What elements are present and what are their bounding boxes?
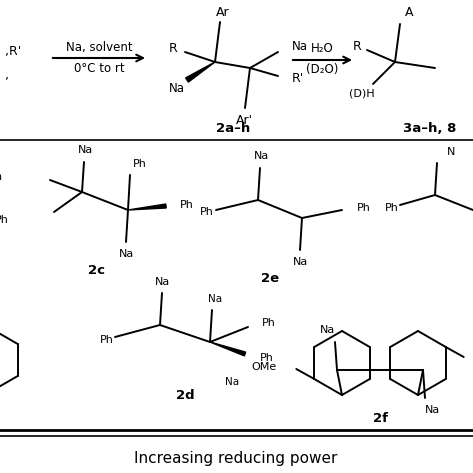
Text: Na: Na bbox=[320, 325, 335, 335]
Text: Na: Na bbox=[118, 249, 134, 259]
Text: ,: , bbox=[5, 69, 9, 81]
Text: 0°C to rt: 0°C to rt bbox=[74, 61, 124, 75]
Text: 3a–h, 8: 3a–h, 8 bbox=[403, 122, 457, 134]
Text: Na: Na bbox=[254, 151, 269, 161]
Text: Na: Na bbox=[292, 257, 307, 267]
Polygon shape bbox=[128, 204, 166, 210]
Text: Ph: Ph bbox=[180, 200, 194, 210]
Text: Ph: Ph bbox=[200, 207, 214, 217]
Text: Na: Na bbox=[425, 405, 440, 415]
Text: Ph: Ph bbox=[262, 318, 276, 328]
Text: N: N bbox=[447, 147, 455, 157]
Text: Ph: Ph bbox=[0, 215, 9, 225]
Text: Ph: Ph bbox=[385, 203, 399, 213]
Text: H₂O: H₂O bbox=[311, 43, 333, 55]
Text: Ph: Ph bbox=[357, 203, 371, 213]
Text: 2d: 2d bbox=[175, 388, 194, 402]
Text: 2c: 2c bbox=[88, 263, 105, 277]
Text: Ph: Ph bbox=[260, 353, 274, 363]
Text: (D₂O): (D₂O) bbox=[306, 63, 338, 77]
Polygon shape bbox=[210, 342, 245, 356]
Text: Na: Na bbox=[154, 277, 170, 287]
Text: R: R bbox=[169, 43, 177, 55]
Text: 2e: 2e bbox=[261, 272, 279, 284]
Text: R': R' bbox=[292, 72, 304, 86]
Text: Ar: Ar bbox=[216, 6, 230, 18]
Text: Na: Na bbox=[208, 294, 222, 304]
Text: R: R bbox=[353, 41, 361, 53]
Text: (D)H: (D)H bbox=[349, 89, 375, 99]
Text: Na: Na bbox=[225, 377, 239, 387]
Text: Na: Na bbox=[169, 81, 185, 95]
Text: Na, solvent: Na, solvent bbox=[66, 41, 132, 53]
Text: OMe: OMe bbox=[251, 362, 276, 372]
Text: 2a–h: 2a–h bbox=[216, 122, 250, 134]
Text: A: A bbox=[405, 7, 413, 19]
Text: Ph: Ph bbox=[133, 159, 147, 169]
Text: Ph: Ph bbox=[100, 335, 114, 345]
Text: ,R': ,R' bbox=[5, 45, 21, 59]
Text: Na: Na bbox=[78, 145, 93, 155]
Text: Ar': Ar' bbox=[236, 114, 253, 126]
Text: 2f: 2f bbox=[373, 412, 387, 424]
Text: Na: Na bbox=[292, 40, 308, 53]
Text: h: h bbox=[0, 172, 2, 182]
Polygon shape bbox=[185, 62, 215, 82]
Text: Increasing reducing power: Increasing reducing power bbox=[134, 450, 338, 465]
